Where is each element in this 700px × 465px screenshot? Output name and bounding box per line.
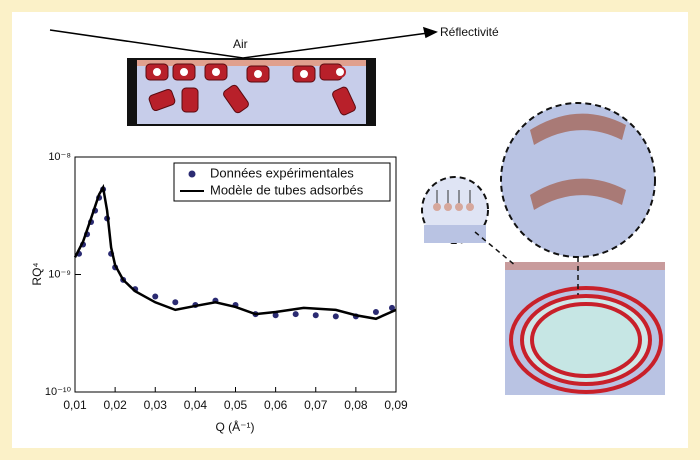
data-point xyxy=(272,312,279,319)
y-tick-label: 10⁻⁸ xyxy=(48,151,71,163)
data-point xyxy=(372,308,379,315)
x-tick-label: 0,08 xyxy=(344,398,368,412)
x-tick-label: 0,01 xyxy=(63,398,87,412)
legend-swatch xyxy=(188,170,196,178)
model-line xyxy=(73,183,397,321)
membrane-diagram xyxy=(421,102,665,395)
y-tick-label: 10⁻¹⁰ xyxy=(45,386,72,398)
x-tick-label: 0,09 xyxy=(384,398,408,412)
trough-diagram xyxy=(127,58,376,126)
x-tick-label: 0,05 xyxy=(224,398,248,412)
data-point xyxy=(152,293,159,300)
legend-label: Données expérimentales xyxy=(210,165,354,180)
legend-box xyxy=(173,162,391,202)
x-tick-label: 0,07 xyxy=(304,398,328,412)
y-axis-label: RQ⁴ xyxy=(30,262,44,285)
annotation: Réflectivité xyxy=(440,25,499,39)
x-tick-label: 0,06 xyxy=(264,398,288,412)
legend-label: Modèle de tubes adsorbés xyxy=(210,182,364,197)
annotation: Air xyxy=(233,37,248,51)
x-tick-label: 0,04 xyxy=(184,398,208,412)
data-point xyxy=(292,311,299,318)
x-tick-label: 0,02 xyxy=(103,398,127,412)
data-point xyxy=(172,299,179,306)
x-tick-label: 0,03 xyxy=(144,398,168,412)
data-point xyxy=(312,312,319,319)
y-tick-label: 10⁻⁹ xyxy=(48,268,71,280)
beam-arrow xyxy=(49,26,438,59)
data-point xyxy=(388,304,395,311)
x-axis-label: Q (Å⁻¹) xyxy=(216,419,255,434)
data-point xyxy=(332,313,339,320)
